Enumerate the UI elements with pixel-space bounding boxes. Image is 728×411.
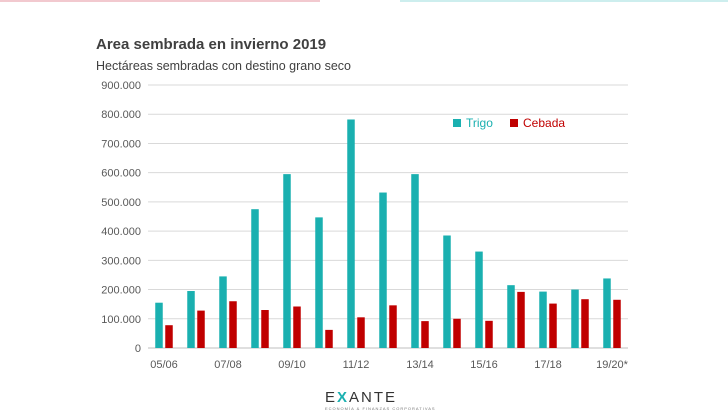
top-accent-right [400, 0, 728, 2]
bar-cebada-1415 [453, 318, 461, 348]
bar-cebada-1112 [357, 317, 365, 348]
chart-title: Area sembrada en invierno 2019 [96, 36, 327, 53]
bar-cebada-0506 [165, 325, 173, 348]
x-tick-label: 07/08 [214, 359, 242, 371]
logo-letter-x: X [337, 389, 350, 406]
y-tick-label: 800.000 [101, 109, 141, 121]
y-tick-label: 300.000 [101, 255, 141, 267]
y-tick-label: 200.000 [101, 285, 141, 297]
x-tick-label: 17/18 [534, 359, 562, 371]
bar-trigo-1718 [539, 291, 547, 348]
logo-tagline: ECONOMÍA & FINANZAS CORPORATIVAS [325, 406, 436, 411]
bar-trigo-0506 [155, 302, 163, 348]
top-accent-left [0, 0, 320, 2]
bar-cebada-1819 [581, 299, 589, 348]
bar-cebada-1617 [517, 291, 525, 348]
y-tick-label: 100.000 [101, 314, 141, 326]
bar-trigo-1920 [603, 278, 611, 348]
x-tick-label: 19/20* [596, 359, 629, 371]
bar-trigo-0809 [251, 209, 259, 348]
x-tick-label: 05/06 [150, 359, 178, 371]
legend-swatch-cebada [510, 119, 518, 127]
bar-cebada-1213 [389, 305, 397, 348]
y-tick-label: 0 [135, 343, 141, 355]
y-tick-label: 400.000 [101, 226, 141, 238]
x-tick-label: 11/12 [343, 359, 370, 371]
legend-swatch-trigo [453, 119, 461, 127]
bar-trigo-1819 [571, 289, 579, 348]
exante-logo: EXANTE [325, 389, 397, 406]
bar-trigo-1617 [507, 285, 515, 348]
bar-trigo-1314 [411, 174, 419, 348]
chart-subtitle: Hectáreas sembradas con destino grano se… [96, 59, 352, 73]
bar-trigo-0910 [283, 174, 291, 348]
bar-cebada-0809 [261, 310, 269, 348]
bar-trigo-0708 [219, 276, 227, 348]
bar-trigo-1415 [443, 235, 451, 348]
x-tick-label: 09/10 [278, 359, 306, 371]
x-tick-label: 13/14 [406, 359, 434, 371]
bar-cebada-0607 [197, 310, 205, 348]
bar-cebada-1718 [549, 303, 557, 348]
y-tick-label: 900.000 [101, 80, 141, 92]
bar-trigo-1112 [347, 119, 355, 348]
bar-trigo-1011 [315, 217, 323, 348]
y-tick-label: 500.000 [101, 197, 141, 209]
bar-cebada-1011 [325, 329, 333, 348]
logo-letter-e: E [325, 389, 338, 406]
y-tick-label: 600.000 [101, 168, 141, 180]
legend-label-trigo: Trigo [466, 116, 493, 130]
bar-trigo-1516 [475, 251, 483, 348]
bar-cebada-1920 [613, 299, 621, 348]
logo-letters-ante: ANTE [349, 389, 398, 406]
bar-trigo-0607 [187, 291, 195, 348]
bar-cebada-1314 [421, 321, 429, 348]
bar-cebada-0910 [293, 306, 301, 348]
bar-cebada-1516 [485, 320, 493, 348]
bar-trigo-1213 [379, 192, 387, 348]
bar-cebada-0708 [229, 301, 237, 348]
y-tick-label: 700.000 [101, 138, 141, 150]
x-tick-label: 15/16 [470, 359, 498, 371]
legend-label-cebada: Cebada [523, 116, 565, 130]
